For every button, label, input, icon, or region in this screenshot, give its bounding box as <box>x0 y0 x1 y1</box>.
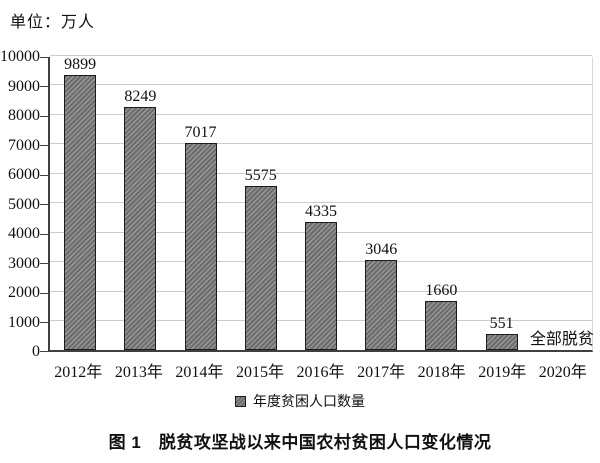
x-axis-label: 2017年 <box>357 364 406 381</box>
bars-container: 9899 8249 7017 5575 4335 3046 1660 551 全部脱贫 <box>50 56 594 350</box>
y-axis-tick-label: 8000 <box>8 107 40 124</box>
x-axis-label: 2019年 <box>478 364 527 381</box>
y-axis-tick <box>40 322 48 323</box>
bar-value-label: 3046 <box>365 241 398 259</box>
y-axis-tick <box>40 145 48 146</box>
y-axis-tick <box>40 116 48 117</box>
y-axis-tick-label: 4000 <box>8 225 40 242</box>
y-axis-tick-label: 6000 <box>8 166 40 183</box>
y-axis-ticks <box>40 57 48 352</box>
bar <box>244 186 277 350</box>
bar <box>64 74 97 350</box>
y-axis-tick <box>40 57 48 58</box>
chart-caption: 图 1 脱贫攻坚战以来中国农村贫困人口变化情况 <box>108 433 492 452</box>
gridline <box>50 143 592 144</box>
legend-label: 年度贫困人口数量 <box>253 395 365 410</box>
y-axis-tick-label: 7000 <box>8 136 40 154</box>
bar <box>124 107 157 350</box>
y-axis-tick-label: 3000 <box>8 254 40 272</box>
gridline <box>50 84 592 85</box>
bar-slot: 7017 <box>170 57 230 350</box>
x-axis-label: 2014年 <box>175 364 224 381</box>
y-axis-tick <box>40 351 48 352</box>
x-axis-label: 2015年 <box>235 364 284 381</box>
y-axis-tick-label: 2000 <box>8 284 40 301</box>
y-axis-tick <box>40 86 48 87</box>
bar-slot: 3046 <box>351 57 411 350</box>
x-axis-label: 2018年 <box>417 364 466 381</box>
x-axis-label: 2016年 <box>296 364 345 381</box>
gridline <box>50 114 592 115</box>
y-axis-labels: 0 1000 2000 3000 4000 5000 6000 7000 8000 9000 100… <box>0 48 40 360</box>
bar-slot: 8249 <box>110 57 170 350</box>
bar <box>365 260 398 350</box>
y-axis-tick <box>40 204 48 205</box>
gridline <box>50 55 592 56</box>
bar-value-label: 4335 <box>304 203 337 221</box>
bar <box>304 222 337 350</box>
x-axis-labels: 2012年 2013年 2014年 2015年 2016年 2017年 2018年 2019年… <box>48 358 593 382</box>
y-axis-tick <box>40 234 48 235</box>
bar-value-label: 5575 <box>244 167 277 185</box>
unit-label: 单位：万人 <box>10 14 96 31</box>
bar <box>184 143 217 350</box>
legend: 年度贫困人口数量 <box>0 391 600 411</box>
plot-area: 9899 8249 7017 5575 4335 3046 1660 551 全部脱贫 <box>48 55 594 352</box>
bar <box>425 301 458 350</box>
y-axis-tick-label: 1000 <box>8 313 40 331</box>
y-axis-tick-label: 0 <box>32 343 40 360</box>
y-axis-tick-label: 9000 <box>8 77 40 95</box>
bar-value-label: 8249 <box>124 88 157 106</box>
bar <box>485 334 518 350</box>
bar-slot: 9899 <box>50 56 110 350</box>
legend-swatch-icon <box>235 395 246 407</box>
bar-value-label: 7017 <box>184 124 217 142</box>
bar-value-label: 1660 <box>425 282 458 300</box>
y-axis-tick <box>40 175 48 176</box>
x-axis-label: 2013年 <box>114 364 163 381</box>
x-axis-label: 2020年 <box>538 364 587 381</box>
bar-slot: 5575 <box>231 57 291 350</box>
gridline <box>50 202 592 203</box>
bar-slot: 全部脱贫 <box>529 57 594 350</box>
bar-value-label: 9899 <box>64 56 97 73</box>
y-axis-tick <box>40 293 48 294</box>
x-axis-label: 2012年 <box>54 364 103 381</box>
gridline <box>50 173 592 174</box>
y-axis-tick-label: 10000 <box>0 48 40 65</box>
y-axis-tick-label: 5000 <box>8 195 40 213</box>
bar-slot: 551 <box>472 57 532 350</box>
bar-slot: 4335 <box>291 57 351 350</box>
bar-value-label: 551 <box>489 315 514 333</box>
bar-slot: 1660 <box>411 57 471 350</box>
bar-annotation-label: 全部脱贫 <box>529 331 594 348</box>
y-axis-tick <box>40 263 48 264</box>
